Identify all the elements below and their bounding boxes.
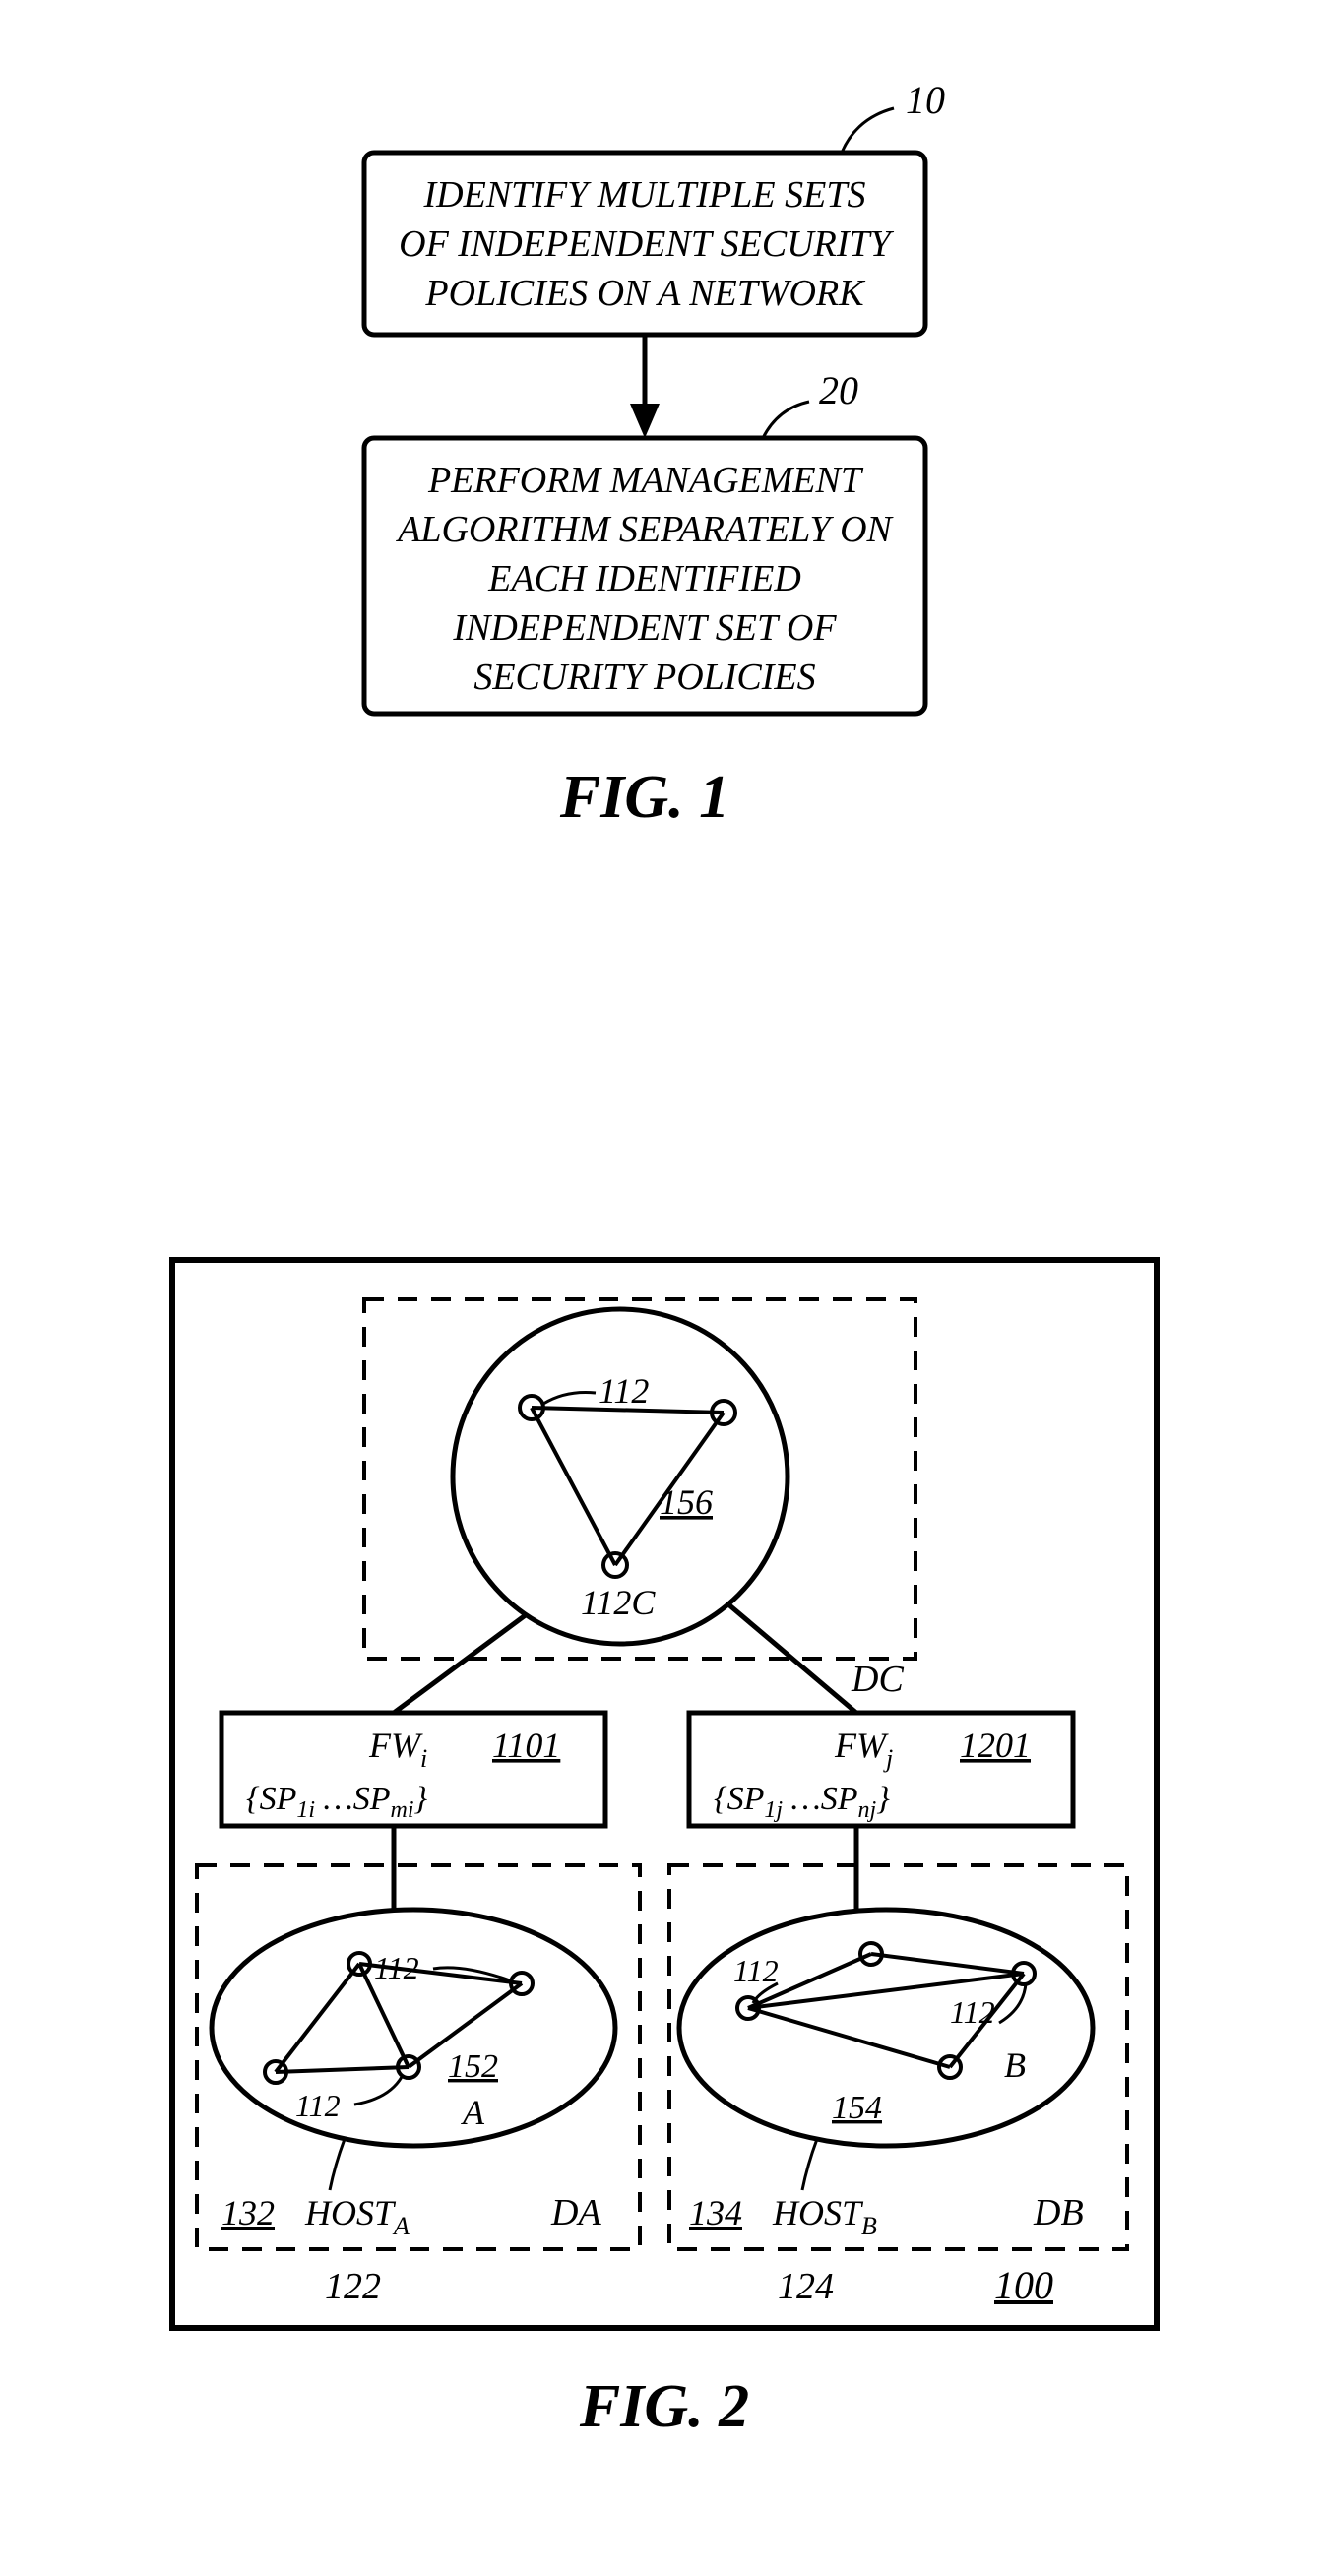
fig1-box1-line1: IDENTIFY MULTIPLE SETS [423,174,866,216]
fig2-b-154: 154 [832,2090,882,2126]
fig2-fwi-ref: 1101 [492,1726,560,1765]
figure-1: 10 IDENTIFY MULTIPLE SETS OF INDEPENDENT… [364,78,945,831]
fig1-box2-ref: 20 [819,368,858,412]
fig2-a-e5 [276,2067,409,2072]
fig1-arrow-head [630,404,660,438]
fig2-b-host-ref: 134 [689,2193,742,2232]
fig2-a-host-leader [330,2139,345,2190]
fig2-b-host-label: HOSTB [772,2193,877,2240]
fig2-line-to-fwi [394,1614,527,1713]
fig1-box2-line2: ALGORITHM SEPARATELY ON [395,509,894,550]
fig2-a-112-leader-bot [354,2077,402,2105]
fig2-a-152: 152 [448,2048,498,2085]
fig2-top-112c-text: 112C [581,1583,656,1622]
page: 10 IDENTIFY MULTIPLE SETS OF INDEPENDENT… [0,0,1325,2571]
fig2-ellipse-a [212,1910,615,2146]
fig1-box2-leader [763,402,809,438]
fig2-top-112-leader [543,1392,596,1404]
fig2-dc-label: DC [851,1659,904,1700]
fig2-b-112-2: 112 [950,1994,995,2030]
fig1-box1-line2: OF INDEPENDENT SECURITY [399,223,895,265]
fig1-caption: FIG. 1 [559,764,729,831]
fig2-b-db-label: DB [1033,2192,1084,2233]
fig2-b-host-leader [802,2139,817,2190]
fig2-a-112-top: 112 [374,1950,419,1985]
fig2-a-e1 [276,1964,359,2072]
fig2-a-112-bot: 112 [295,2088,341,2123]
fig1-box2-line3: EACH IDENTIFIED [487,558,801,599]
fig2-b-e4 [748,2008,950,2067]
diagram-svg: 10 IDENTIFY MULTIPLE SETS OF INDEPENDENT… [0,0,1325,2571]
fig1-box2-line5: SECURITY POLICIES [473,657,815,698]
fig2-top-edge2 [532,1408,615,1565]
fig2-b-124: 124 [778,2266,834,2307]
fig2-a-host-ref: 132 [221,2193,275,2232]
fig2-caption: FIG. 2 [579,2373,749,2440]
fig2-b-e2 [871,1954,1024,1974]
fig2-a-122: 122 [325,2266,381,2307]
fig2-b-112-1: 112 [733,1953,779,1988]
fig2-outer-ref: 100 [994,2263,1053,2307]
fig2-b-label: B [1004,2045,1026,2085]
fig2-top-156-text: 156 [660,1482,713,1522]
figure-2: 112 156 112C DC FWi 1101 {SP1i …SPmi} FW… [172,1260,1157,2440]
fig2-ellipse-b [679,1910,1093,2146]
fig1-box2-line4: INDEPENDENT SET OF [452,607,837,649]
fig2-fwj-ref: 1201 [960,1726,1031,1765]
fig1-box1-leader [842,108,894,153]
fig1-box1-line3: POLICIES ON A NETWORK [424,273,865,314]
fig2-a-label: A [461,2093,485,2132]
fig2-a-da-label: DA [550,2192,601,2233]
fig1-box1-ref: 10 [906,78,945,122]
fig2-top-112-text: 112 [599,1371,649,1411]
fig2-a-host-label: HOSTA [304,2193,410,2240]
fig1-box2-line1: PERFORM MANAGEMENT [427,460,864,501]
